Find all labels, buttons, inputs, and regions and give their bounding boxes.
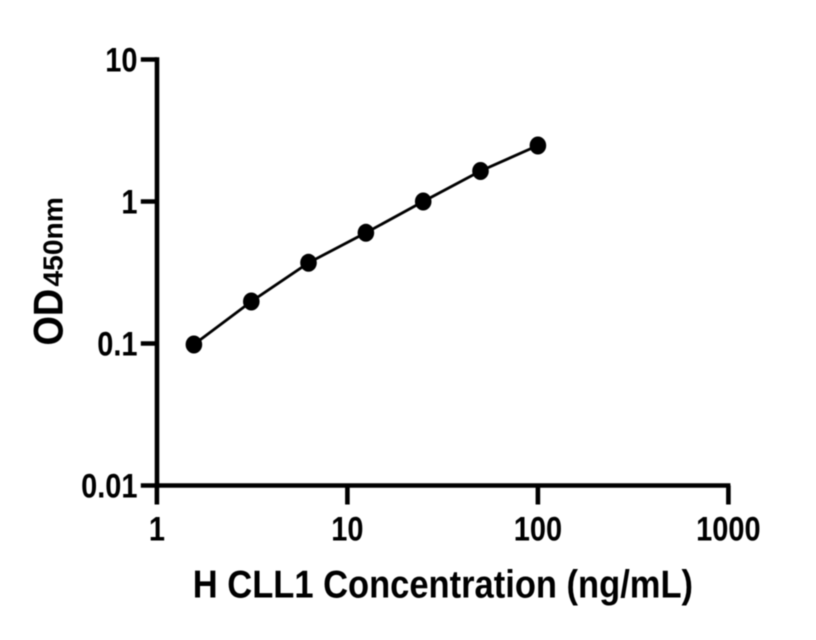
svg-text:1: 1 bbox=[121, 182, 137, 221]
svg-text:OD: OD bbox=[26, 289, 72, 346]
svg-text:1: 1 bbox=[149, 509, 165, 548]
svg-text:1000: 1000 bbox=[696, 509, 760, 548]
svg-text:10: 10 bbox=[331, 509, 363, 548]
svg-text:0.01: 0.01 bbox=[81, 466, 137, 505]
svg-text:450nm: 450nm bbox=[37, 197, 69, 286]
svg-text:H CLL1 Concentration (ng/mL): H CLL1 Concentration (ng/mL) bbox=[193, 563, 693, 606]
svg-text:0.1: 0.1 bbox=[97, 324, 137, 363]
svg-text:100: 100 bbox=[514, 509, 562, 548]
svg-text:10: 10 bbox=[105, 40, 137, 79]
